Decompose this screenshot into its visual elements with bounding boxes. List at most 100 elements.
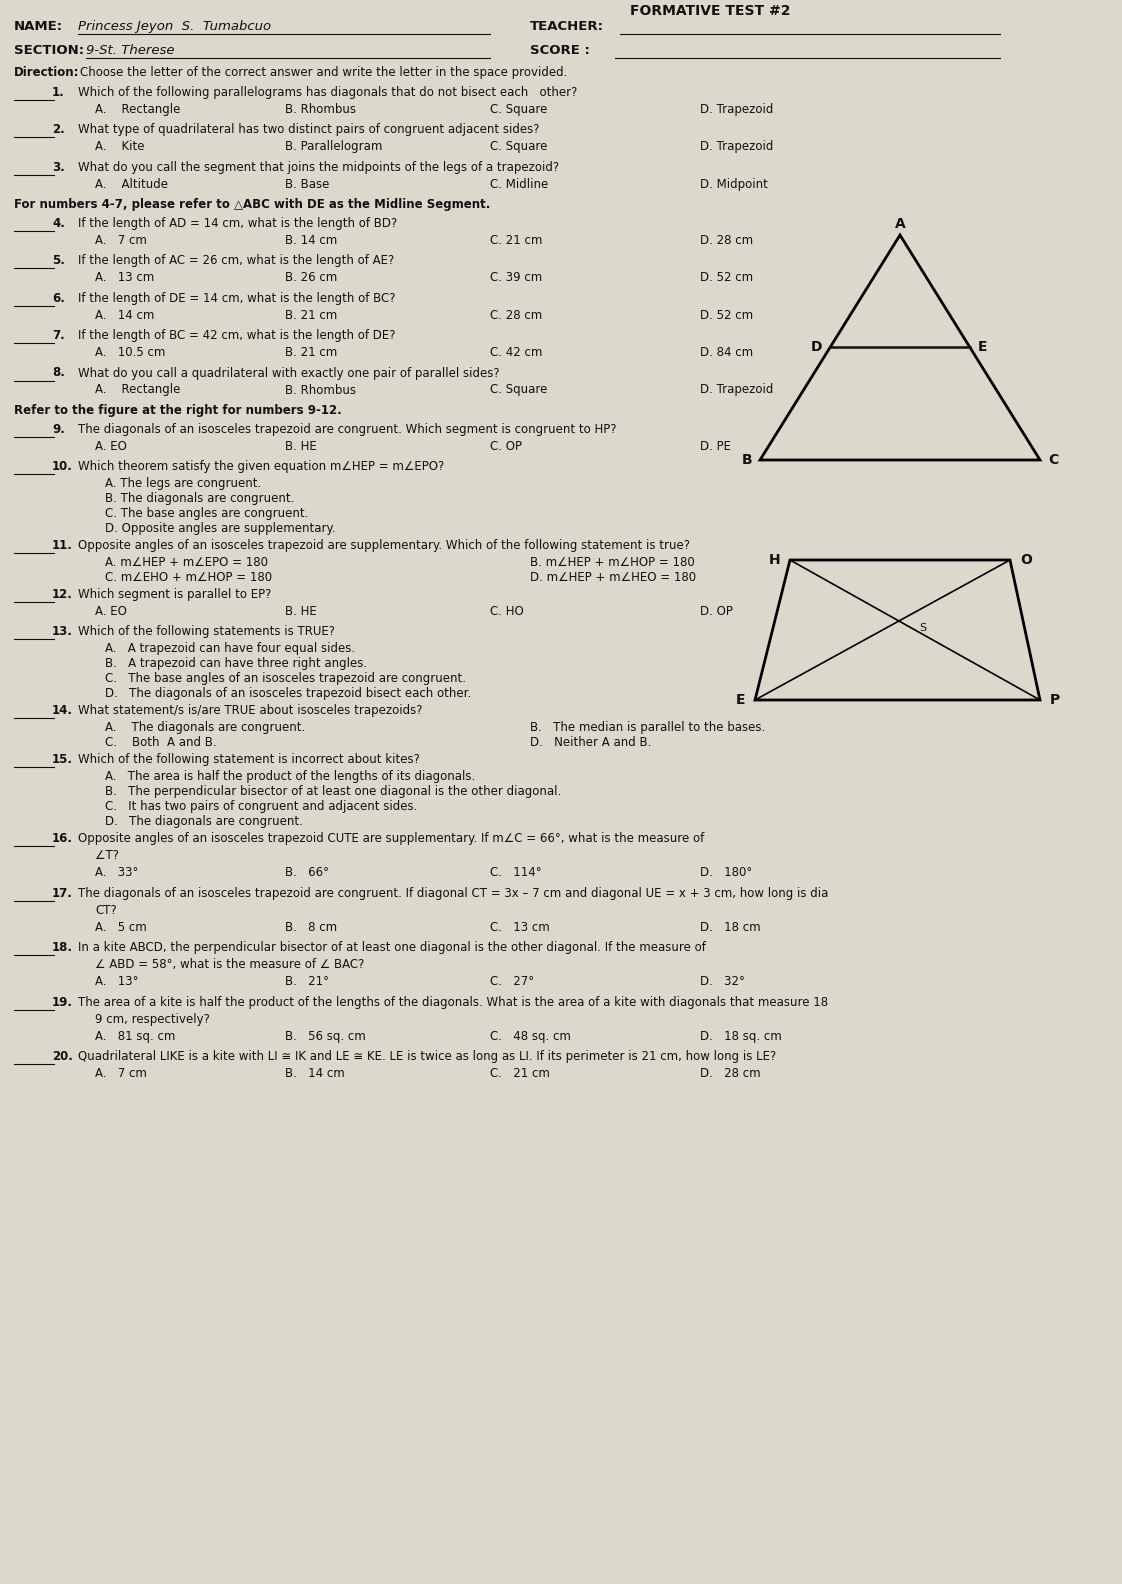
Text: A.    The diagonals are congruent.: A. The diagonals are congruent. — [105, 721, 305, 735]
Text: If the length of AC = 26 cm, what is the length of AE?: If the length of AC = 26 cm, what is the… — [79, 255, 394, 268]
Text: Direction:: Direction: — [13, 67, 80, 79]
Text: For numbers 4-7, please refer to △ABC with DE as the Midline Segment.: For numbers 4-7, please refer to △ABC wi… — [13, 198, 490, 211]
Text: A.    Kite: A. Kite — [95, 141, 145, 154]
Text: E: E — [978, 341, 987, 353]
Text: A. EO: A. EO — [95, 440, 127, 453]
Text: B.   21°: B. 21° — [285, 976, 329, 988]
Text: D. OP: D. OP — [700, 605, 733, 618]
Text: 15.: 15. — [52, 754, 73, 767]
Text: B. 26 cm: B. 26 cm — [285, 271, 338, 284]
Text: B. Rhombus: B. Rhombus — [285, 383, 356, 396]
Text: D.   18 sq. cm: D. 18 sq. cm — [700, 1030, 782, 1042]
Text: B. The diagonals are congruent.: B. The diagonals are congruent. — [105, 493, 294, 505]
Text: The diagonals of an isosceles trapezoid are congruent. If diagonal CT = 3x – 7 c: The diagonals of an isosceles trapezoid … — [79, 887, 828, 900]
Text: C.   It has two pairs of congruent and adjacent sides.: C. It has two pairs of congruent and adj… — [105, 800, 417, 814]
Text: A.   10.5 cm: A. 10.5 cm — [95, 345, 165, 360]
Text: Refer to the figure at the right for numbers 9-12.: Refer to the figure at the right for num… — [13, 404, 342, 417]
Text: A.    Altitude: A. Altitude — [95, 177, 168, 190]
Text: SECTION:: SECTION: — [13, 44, 84, 57]
Text: C. m∠EHO + m∠HOP = 180: C. m∠EHO + m∠HOP = 180 — [105, 570, 273, 584]
Text: C. Square: C. Square — [490, 141, 548, 154]
Text: C. The base angles are congruent.: C. The base angles are congruent. — [105, 507, 309, 520]
Text: 9 cm, respectively?: 9 cm, respectively? — [95, 1012, 210, 1025]
Text: CT?: CT? — [95, 904, 117, 917]
Text: B.   The perpendicular bisector of at least one diagonal is the other diagonal.: B. The perpendicular bisector of at leas… — [105, 786, 561, 798]
Text: A.   7 cm: A. 7 cm — [95, 234, 147, 247]
Text: C.   13 cm: C. 13 cm — [490, 920, 550, 935]
Text: A: A — [894, 217, 905, 231]
Text: Which of the following statements is TRUE?: Which of the following statements is TRU… — [79, 626, 335, 638]
Text: 4.: 4. — [52, 217, 65, 230]
Text: 16.: 16. — [52, 833, 73, 846]
Text: 12.: 12. — [52, 588, 73, 600]
Text: D. Midpoint: D. Midpoint — [700, 177, 767, 190]
Text: A.   81 sq. cm: A. 81 sq. cm — [95, 1030, 175, 1042]
Text: Opposite angles of an isosceles trapezoid are supplementary. Which of the follow: Opposite angles of an isosceles trapezoi… — [79, 539, 690, 551]
Text: B.   A trapezoid can have three right angles.: B. A trapezoid can have three right angl… — [105, 657, 367, 670]
Text: C. HO: C. HO — [490, 605, 524, 618]
Text: D. Trapezoid: D. Trapezoid — [700, 103, 773, 116]
Text: C.   27°: C. 27° — [490, 976, 534, 988]
Text: A.   14 cm: A. 14 cm — [95, 309, 155, 322]
Text: TEACHER:: TEACHER: — [530, 21, 604, 33]
Text: 20.: 20. — [52, 1050, 73, 1063]
Text: C.   114°: C. 114° — [490, 866, 542, 879]
Text: D.   32°: D. 32° — [700, 976, 745, 988]
Text: 9.: 9. — [52, 423, 65, 436]
Text: Which of the following parallelograms has diagonals that do not bisect each   ot: Which of the following parallelograms ha… — [79, 86, 578, 98]
Text: D. 52 cm: D. 52 cm — [700, 309, 753, 322]
Text: B. Rhombus: B. Rhombus — [285, 103, 356, 116]
Text: Opposite angles of an isosceles trapezoid CUTE are supplementary. If m∠C = 66°, : Opposite angles of an isosceles trapezoi… — [79, 833, 705, 846]
Text: Choose the letter of the correct answer and write the letter in the space provid: Choose the letter of the correct answer … — [80, 67, 568, 79]
Text: O: O — [1020, 553, 1032, 567]
Text: Which segment is parallel to EP?: Which segment is parallel to EP? — [79, 588, 272, 600]
Text: 7.: 7. — [52, 329, 65, 342]
Text: 1.: 1. — [52, 86, 65, 98]
Text: B. HE: B. HE — [285, 440, 316, 453]
Text: The area of a kite is half the product of the lengths of the diagonals. What is : The area of a kite is half the product o… — [79, 996, 828, 1009]
Text: C. 39 cm: C. 39 cm — [490, 271, 542, 284]
Text: D.   180°: D. 180° — [700, 866, 752, 879]
Text: D. Trapezoid: D. Trapezoid — [700, 383, 773, 396]
Text: E: E — [736, 694, 745, 706]
Text: 19.: 19. — [52, 996, 73, 1009]
Text: 5.: 5. — [52, 255, 65, 268]
Text: B. 14 cm: B. 14 cm — [285, 234, 338, 247]
Text: D.   18 cm: D. 18 cm — [700, 920, 761, 935]
Text: A.   33°: A. 33° — [95, 866, 138, 879]
Text: FORMATIVE TEST #2: FORMATIVE TEST #2 — [629, 5, 791, 17]
Text: C.   48 sq. cm: C. 48 sq. cm — [490, 1030, 571, 1042]
Text: A. EO: A. EO — [95, 605, 127, 618]
Text: Princess Jeyon  S.  Tumabcuo: Princess Jeyon S. Tumabcuo — [79, 21, 272, 33]
Text: D. Opposite angles are supplementary.: D. Opposite angles are supplementary. — [105, 523, 335, 535]
Text: C: C — [1048, 453, 1058, 467]
Text: B.   56 sq. cm: B. 56 sq. cm — [285, 1030, 366, 1042]
Text: D.   28 cm: D. 28 cm — [700, 1068, 761, 1080]
Text: B. Parallelogram: B. Parallelogram — [285, 141, 383, 154]
Text: Which theorem satisfy the given equation m∠HEP = m∠EPO?: Which theorem satisfy the given equation… — [79, 459, 444, 474]
Text: C.   21 cm: C. 21 cm — [490, 1068, 550, 1080]
Text: If the length of DE = 14 cm, what is the length of BC?: If the length of DE = 14 cm, what is the… — [79, 291, 395, 304]
Text: 3.: 3. — [52, 162, 65, 174]
Text: C. OP: C. OP — [490, 440, 522, 453]
Text: B: B — [742, 453, 752, 467]
Text: The diagonals of an isosceles trapezoid are congruent. Which segment is congruen: The diagonals of an isosceles trapezoid … — [79, 423, 616, 436]
Text: D. Trapezoid: D. Trapezoid — [700, 141, 773, 154]
Text: 11.: 11. — [52, 539, 73, 551]
Text: ∠T?: ∠T? — [95, 849, 119, 862]
Text: A.   A trapezoid can have four equal sides.: A. A trapezoid can have four equal sides… — [105, 643, 356, 656]
Text: Quadrilateral LIKE is a kite with LI ≅ IK and LE ≅ KE. LE is twice as long as LI: Quadrilateral LIKE is a kite with LI ≅ I… — [79, 1050, 776, 1063]
Text: C. 21 cm: C. 21 cm — [490, 234, 542, 247]
Text: 14.: 14. — [52, 705, 73, 718]
Text: Which of the following statement is incorrect about kites?: Which of the following statement is inco… — [79, 754, 420, 767]
Text: 9-St. Therese: 9-St. Therese — [86, 44, 175, 57]
Text: D. 84 cm: D. 84 cm — [700, 345, 753, 360]
Text: A.    Rectangle: A. Rectangle — [95, 103, 181, 116]
Text: D.   Neither A and B.: D. Neither A and B. — [530, 737, 652, 749]
Text: D.   The diagonals are congruent.: D. The diagonals are congruent. — [105, 816, 303, 828]
Text: A. m∠HEP + m∠EPO = 180: A. m∠HEP + m∠EPO = 180 — [105, 556, 268, 569]
Text: What statement/s is/are TRUE about isosceles trapezoids?: What statement/s is/are TRUE about isosc… — [79, 705, 423, 718]
Text: B. HE: B. HE — [285, 605, 316, 618]
Text: 2.: 2. — [52, 124, 65, 136]
Text: B.   14 cm: B. 14 cm — [285, 1068, 344, 1080]
